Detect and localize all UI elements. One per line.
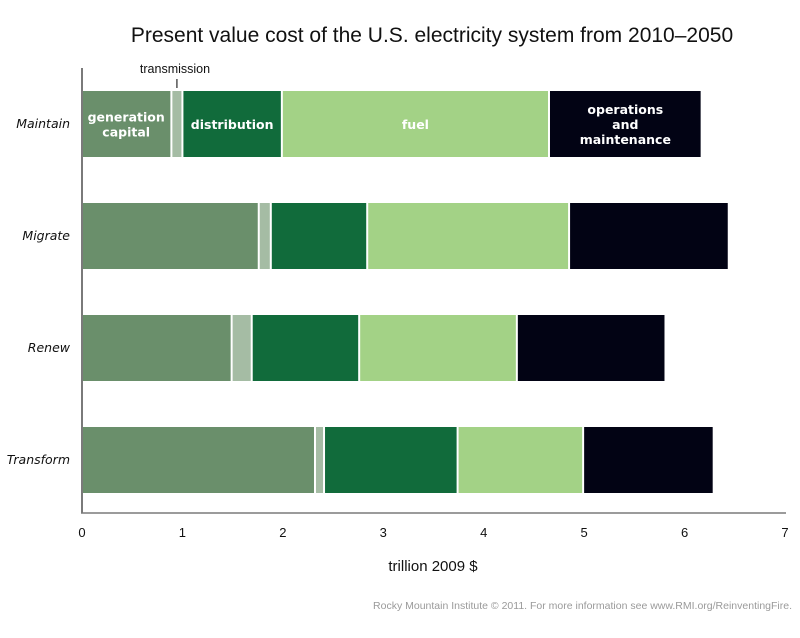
x-tick-label-6: 6 — [681, 525, 688, 540]
bar-migrate-fuel — [368, 203, 569, 269]
x-tick-label-1: 1 — [179, 525, 186, 540]
bar-renew-transmission — [232, 315, 251, 381]
bar-transform-transmission — [315, 427, 324, 493]
x-tick-label-0: 0 — [78, 525, 85, 540]
bar-renew-generation-capital — [82, 315, 231, 381]
x-tick-label-7: 7 — [781, 525, 788, 540]
bar-maintain-distribution — [183, 91, 281, 157]
x-tick-labels: 0 1 2 3 4 5 6 7 — [78, 525, 788, 540]
bar-maintain-operations-and-maintenance — [549, 91, 701, 157]
category-label-maintain: Maintain — [16, 116, 70, 131]
bar-migrate-generation-capital — [82, 203, 258, 269]
bar-renew-distribution — [252, 315, 359, 381]
bar-maintain-transmission — [172, 91, 182, 157]
bar-migrate-transmission — [259, 203, 270, 269]
bar-maintain-generation-capital — [82, 91, 171, 157]
category-label-migrate: Migrate — [22, 228, 70, 243]
footer-credit: Rocky Mountain Institute © 2011. For mor… — [373, 600, 792, 612]
segment-labels: generation capital distribution fuel operati… — [88, 102, 671, 147]
bars — [82, 91, 728, 493]
category-label-transform: Transform — [7, 452, 70, 467]
segment-label-fuel: fuel — [402, 117, 429, 132]
bar-transform-generation-capital — [82, 427, 314, 493]
segment-label-generation-capital: generation capital — [88, 110, 165, 140]
bar-renew-fuel — [360, 315, 516, 381]
bar-transform-operations-and-maintenance — [584, 427, 713, 493]
bar-renew-operations-and-maintenance — [517, 315, 665, 381]
segment-label-distribution: distribution — [191, 117, 274, 132]
x-tick-label-2: 2 — [279, 525, 286, 540]
transmission-callout-label: transmission — [140, 62, 210, 76]
category-label-renew: Renew — [28, 340, 71, 355]
x-tick-label-4: 4 — [480, 525, 487, 540]
bar-migrate-distribution — [271, 203, 367, 269]
transmission-callout: transmission — [140, 62, 210, 88]
category-labels: Maintain Migrate Renew Transform — [7, 116, 71, 467]
x-axis-label: trillion 2009 $ — [388, 558, 478, 575]
x-tick-label-5: 5 — [581, 525, 588, 540]
chart-title: Present value cost of the U.S. electrici… — [131, 24, 733, 47]
bar-transform-distribution — [325, 427, 457, 493]
segment-label-operations-and-maintenance: operations and maintenance — [580, 102, 671, 147]
bar-migrate-operations-and-maintenance — [570, 203, 728, 269]
bar-maintain-fuel — [282, 91, 548, 157]
bar-transform-fuel — [458, 427, 583, 493]
x-tick-label-3: 3 — [380, 525, 387, 540]
